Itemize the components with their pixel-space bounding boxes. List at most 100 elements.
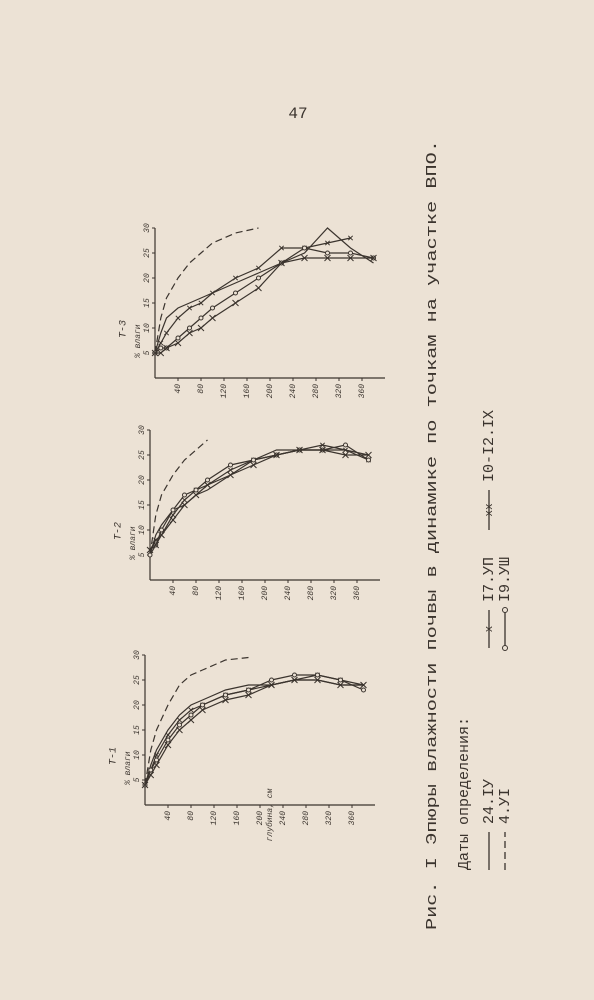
point-marker [366,457,371,463]
point-marker [153,761,160,769]
y-axis-label: % влаги [129,526,138,561]
point-marker [151,349,159,357]
panel-label: Т-2 [114,522,125,540]
point-marker [175,315,181,321]
point-marker [343,442,348,448]
point-marker [204,481,211,489]
point-marker [296,446,303,454]
x-tick-label: 120 [220,384,229,399]
point-marker [232,275,239,281]
point-marker [251,457,256,463]
x-tick-label: 360 [358,384,367,399]
point-marker [187,325,192,331]
point-marker [361,687,366,693]
y-tick-label: 15 [138,500,147,510]
y-tick-label: 30 [138,425,147,435]
x-tick-label: 280 [307,586,316,601]
y-tick-label: 20 [133,700,142,710]
point-marker [370,254,377,262]
panel-label: Т-1 [109,747,120,765]
point-marker [209,314,216,322]
point-marker [337,681,344,689]
y-tick-label: 5 [138,552,147,557]
point-marker [246,687,251,693]
point-marker [159,527,164,533]
x-tick-label: 360 [353,586,362,601]
point-marker [245,691,252,699]
point-marker [158,340,164,346]
point-marker [268,681,275,689]
x-tick-label: 200 [261,586,270,601]
caption: Рис. I Эпюры влажности почвы в динамике … [424,140,441,930]
x-tick-label: 80 [187,811,196,821]
x-tick-label: 40 [174,384,183,394]
point-marker [146,546,154,554]
x-tick-label: 80 [197,384,206,394]
point-marker [319,442,326,448]
point-marker [273,451,280,459]
point-marker [152,541,160,549]
point-marker [169,516,177,524]
point-marker [170,507,176,513]
moisture-curve [154,227,374,354]
x-tick-label: 80 [192,586,201,596]
point-marker [319,446,326,454]
point-marker [227,467,234,473]
y-axis-label: % влаги [124,751,133,786]
x-tick-label: 240 [289,384,298,399]
legend-label: 4.УI [497,788,514,824]
point-marker [291,676,298,684]
point-marker [223,692,228,698]
point-marker [163,344,170,352]
x-tick-label: 320 [335,384,344,399]
legend-label: 24.IУ [481,779,498,824]
point-marker [360,681,367,689]
point-marker [324,240,331,246]
point-marker [193,487,199,493]
moisture-curve [144,679,364,786]
point-marker [158,345,164,351]
point-marker [250,461,257,469]
point-marker [210,305,215,311]
point-marker [338,677,343,683]
point-marker [163,330,170,336]
point-marker [165,732,171,738]
point-marker [227,471,234,479]
point-marker [325,250,330,256]
point-marker [175,335,181,341]
page-number: 47 [288,105,307,123]
point-marker [186,305,193,311]
point-marker [176,717,183,723]
rotated-content: Рис. I Эпюры влажности почвы в динамике … [109,140,514,930]
point-marker [188,707,194,713]
x-tick-label: 160 [238,586,247,601]
point-marker [147,771,155,779]
point-marker [302,245,307,251]
legend-label: I0-I2.IX [481,410,498,482]
point-marker [324,254,331,262]
point-marker [347,235,354,241]
point-marker [154,757,159,763]
x-tick-label: 240 [279,811,288,826]
point-marker [198,315,204,321]
moisture-curve [144,674,364,786]
point-marker [192,491,200,499]
legend-label: I7.УП [481,557,498,602]
x-tick-label: 320 [330,586,339,601]
x-tick-label: 320 [325,811,334,826]
x-tick-label: 280 [312,384,321,399]
x-tick-label: 120 [215,586,224,601]
y-tick-label: 25 [143,248,152,258]
point-marker [255,284,262,292]
point-marker [222,696,229,704]
x-tick-label: 40 [164,811,173,821]
y-tick-label: 25 [138,450,147,460]
point-marker [255,265,262,271]
y-axis-label: % влаги [134,324,143,359]
point-marker [198,300,204,306]
y-tick-label: 5 [133,777,142,782]
point-marker [232,299,239,307]
point-marker [181,497,188,503]
point-marker [174,339,182,347]
